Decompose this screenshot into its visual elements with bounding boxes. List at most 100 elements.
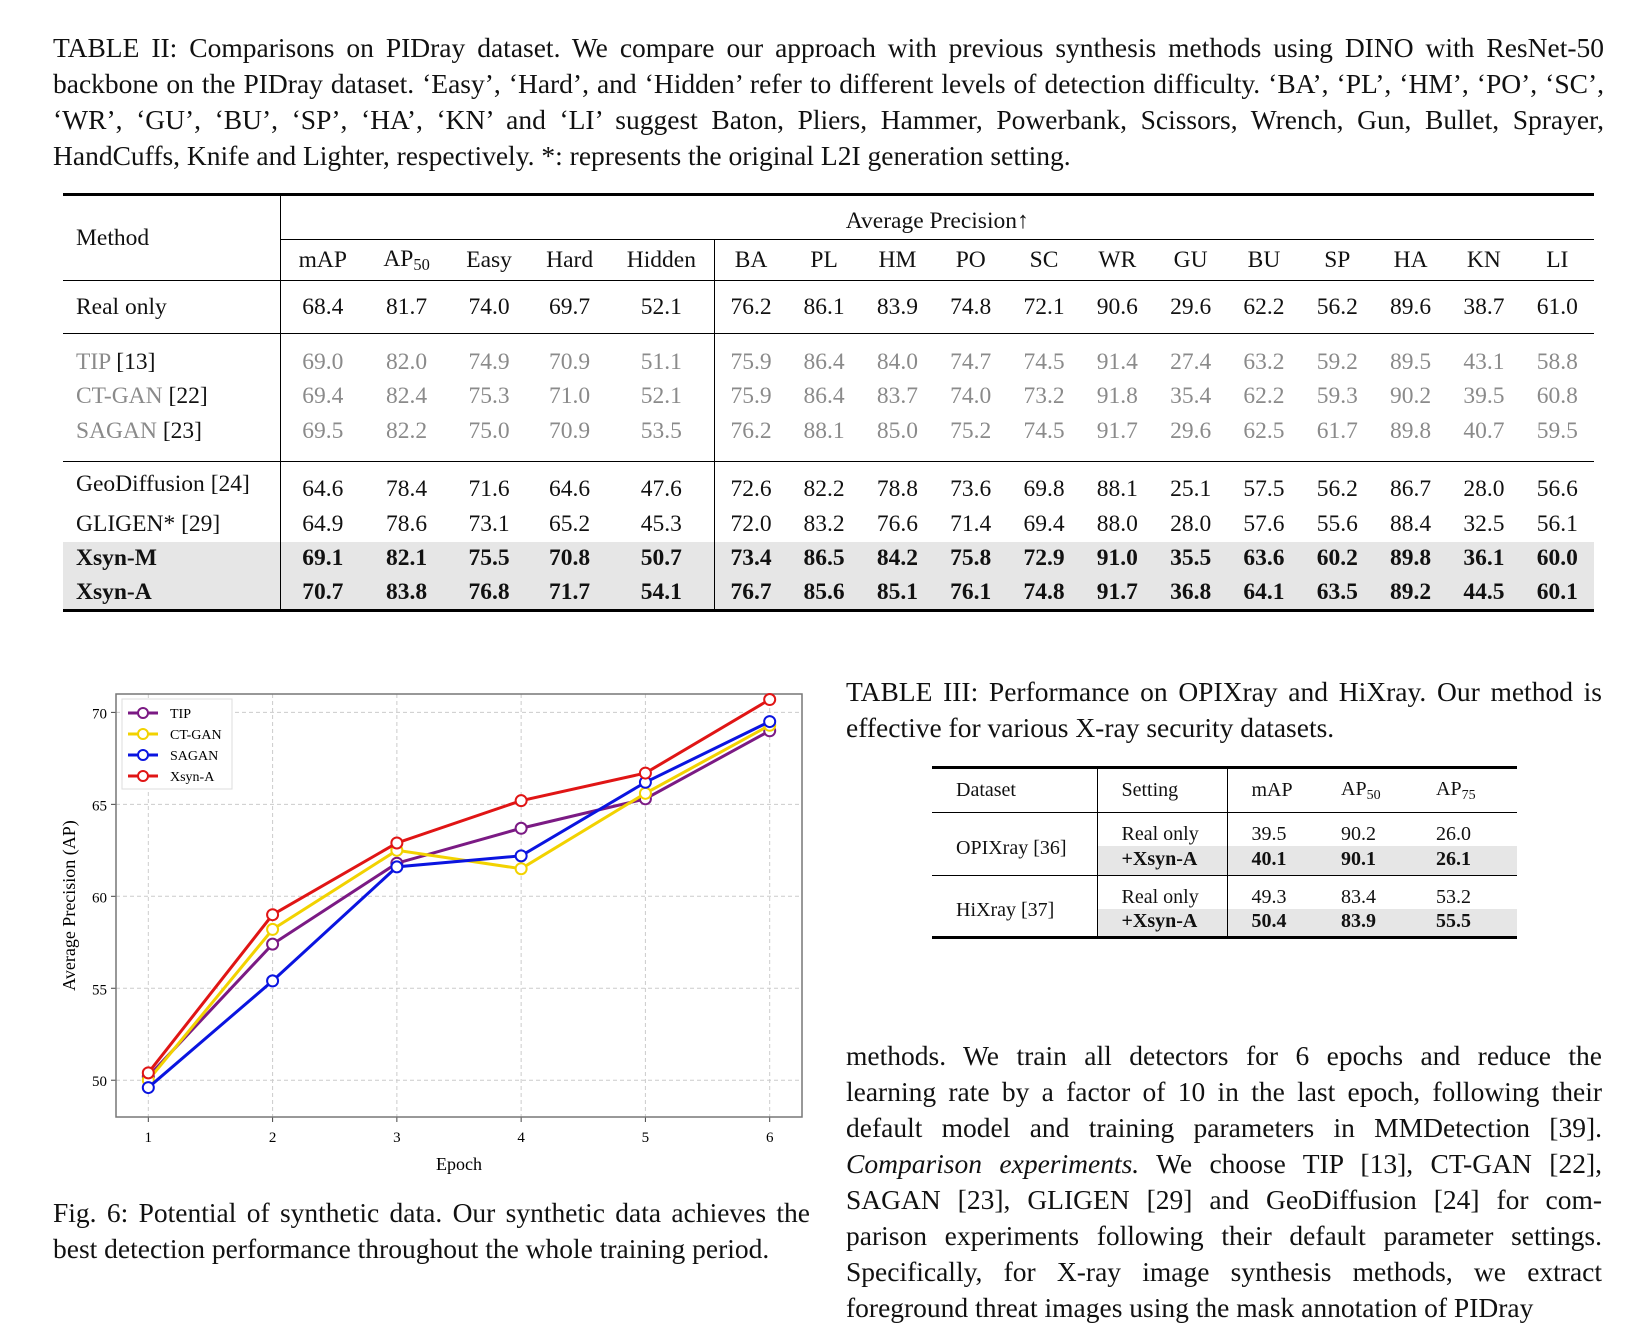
y-tick-label: 70	[92, 706, 107, 722]
value-cell: 59.5	[1536, 417, 1578, 444]
body-text: methods. We train all detectors for 6 ep…	[846, 1038, 1602, 1326]
value-cell: 75.2	[950, 417, 992, 444]
table-row: CT-GAN [22] 69.4 82.4 75.3 71.0 52.1 75.9 86.4 8…	[63, 379, 1594, 415]
value-cell: 52.1	[609, 280, 715, 334]
body-line: Specifically, for X-ray image synthesis …	[846, 1256, 1602, 1287]
body-line: SAGAN [23], GLIGEN [29] and GeoDiffusion…	[846, 1184, 1602, 1215]
value-cell: 89.2	[1373, 576, 1448, 611]
data-point	[638, 786, 652, 800]
value-cell: 74.0	[950, 383, 992, 410]
data-point	[390, 836, 404, 850]
value-cell: 60.2	[1300, 541, 1374, 576]
legend-label: SAGAN	[170, 749, 218, 764]
legend: TIP CT-GAN SAGAN Xsyn-A	[121, 698, 233, 790]
data-point	[514, 849, 528, 863]
value-cell: 69.4	[279, 379, 366, 414]
method-label: Xsyn-M	[76, 545, 157, 572]
body-line: default model and training parameters in…	[846, 1112, 1602, 1143]
column-header: PL	[810, 246, 838, 273]
value-cell: 52.1	[640, 383, 682, 410]
data-point	[266, 937, 280, 951]
value-cell: 74.5	[1023, 417, 1065, 444]
column-header: BA	[713, 239, 788, 281]
value-cell: 78.8	[860, 460, 935, 507]
value-cell: 69.4	[1023, 510, 1065, 537]
value-cell: 85.6	[787, 576, 861, 611]
column-header: PO	[955, 246, 986, 273]
x-tick-label: 5	[642, 1130, 650, 1146]
value-cell: 53.2	[1412, 874, 1517, 909]
value-cell: 75.5	[448, 541, 531, 576]
value-cell: 38.7	[1447, 280, 1521, 334]
value-cell: 60.0	[1520, 541, 1594, 576]
value-cell: 59.2	[1300, 333, 1374, 380]
series-line	[147, 698, 771, 1074]
value-cell: 82.0	[365, 333, 449, 380]
value-cell: 55.5	[1412, 908, 1517, 938]
table-row: OPIXray [36] Real only 39.5 90.2 26.0	[932, 812, 1517, 875]
value-cell: 70.7	[279, 576, 366, 611]
value-cell: 74.8	[1007, 576, 1081, 611]
method-label: SAGAN	[76, 417, 157, 444]
legend-label: Xsyn-A	[170, 770, 215, 785]
value-cell: 71.7	[530, 576, 610, 611]
y-tick-label: 60	[92, 890, 107, 906]
legend-marker	[137, 770, 149, 782]
data-point	[638, 766, 652, 780]
column-header: HA	[1393, 246, 1428, 273]
value-cell: 50.7	[609, 541, 715, 576]
body-line: methods. We train all detectors for 6 ep…	[846, 1040, 1602, 1071]
value-cell: 86.1	[787, 280, 861, 334]
value-cell: 59.3	[1316, 383, 1358, 410]
value-cell: 35.4	[1170, 383, 1212, 410]
value-cell: 83.8	[365, 576, 449, 611]
method-name: CT-GAN [22]	[63, 380, 280, 415]
value-cell: 47.6	[609, 460, 715, 507]
value-cell: 28.0	[1170, 510, 1212, 537]
value-cell: 86.4	[787, 333, 861, 380]
value-cell: 58.8	[1520, 333, 1594, 380]
column-header: SC	[1029, 246, 1059, 273]
value-cell: 39.5	[1226, 812, 1317, 846]
value-cell: 76.6	[876, 510, 918, 537]
value-cell: 40.7	[1463, 417, 1505, 444]
value-cell: 39.5	[1463, 383, 1505, 410]
dataset-name: HiXray [37]	[932, 874, 1097, 938]
value-cell: 26.0	[1412, 812, 1517, 846]
series-ct-gan	[141, 718, 777, 1087]
value-cell: 64.9	[279, 507, 366, 542]
value-cell: 72.6	[713, 460, 788, 507]
value-cell: 51.1	[609, 333, 715, 380]
value-cell: 36.8	[1154, 576, 1228, 611]
method-label: CT-GAN	[76, 383, 163, 410]
value-cell: 83.9	[860, 280, 935, 334]
value-cell: 82.4	[386, 383, 428, 410]
data-point	[141, 1066, 155, 1080]
value-cell: 83.4	[1317, 874, 1412, 909]
value-cell: 29.6	[1170, 417, 1212, 444]
value-cell: 28.0	[1447, 460, 1521, 507]
value-cell: 68.4	[279, 280, 366, 334]
legend-label: CT-GAN	[170, 728, 222, 743]
value-cell: 63.2	[1227, 333, 1301, 380]
group-header: Average Precision↑	[279, 194, 1594, 240]
value-cell: 88.1	[1080, 460, 1154, 507]
value-cell: 81.7	[365, 280, 449, 334]
value-cell: 91.0	[1080, 541, 1154, 576]
value-cell: 69.1	[279, 541, 366, 576]
method-name: Real only	[63, 280, 281, 334]
value-cell: 75.9	[713, 379, 788, 414]
value-cell: 57.6	[1243, 510, 1285, 537]
value-cell: 88.1	[803, 417, 845, 444]
value-cell: 74.5	[1007, 333, 1081, 380]
value-cell: 90.1	[1317, 846, 1412, 875]
column-header: WR	[1098, 246, 1137, 273]
body-line: learning rate by a factor of 10 in the l…	[846, 1076, 1602, 1107]
value-cell: 73.1	[468, 510, 510, 537]
column-header: mAP	[279, 239, 366, 281]
data-point	[390, 860, 404, 874]
plot-frame	[115, 693, 803, 1118]
column-header: mAP	[1226, 767, 1317, 813]
value-cell: 25.1	[1154, 460, 1228, 507]
